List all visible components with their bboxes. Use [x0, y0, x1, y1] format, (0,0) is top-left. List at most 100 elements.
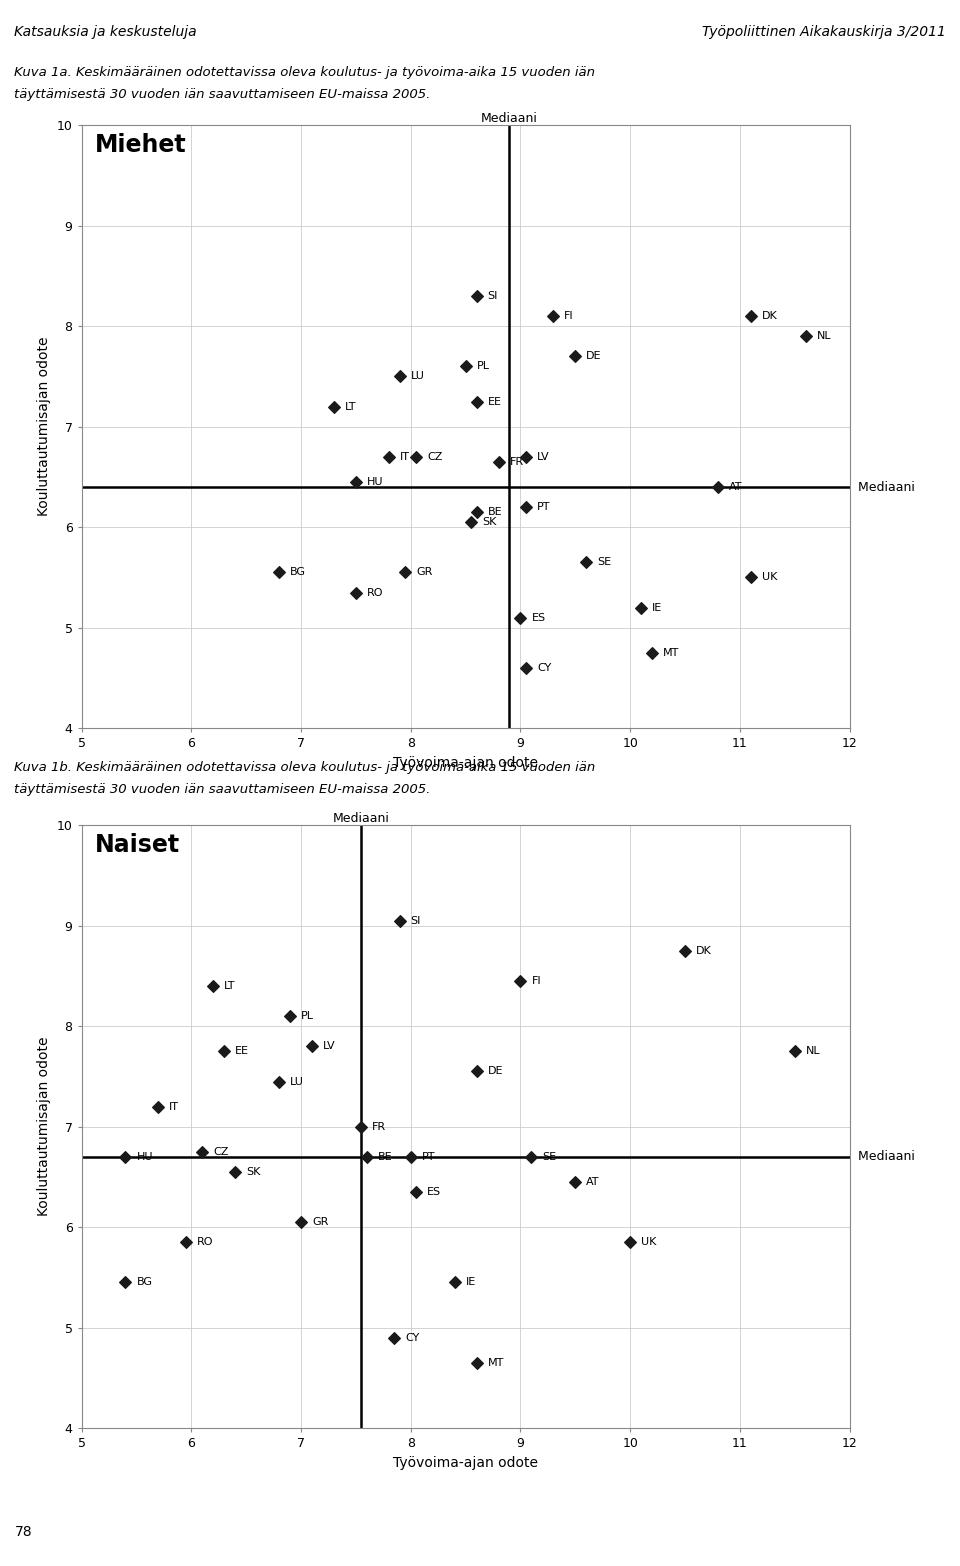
Text: UK: UK — [762, 573, 778, 583]
Text: FR: FR — [510, 457, 523, 467]
Y-axis label: Kouluttautumisajan odote: Kouluttautumisajan odote — [37, 337, 51, 517]
Text: BG: BG — [136, 1278, 153, 1287]
Text: täyttämisestä 30 vuoden iän saavuttamiseen EU-maissa 2005.: täyttämisestä 30 vuoden iän saavuttamise… — [14, 783, 431, 796]
Point — [118, 1270, 133, 1295]
Text: RO: RO — [367, 587, 383, 598]
Text: Mediaani: Mediaani — [850, 1151, 915, 1164]
Text: BG: BG — [290, 567, 306, 578]
Point — [468, 283, 484, 309]
Text: UK: UK — [641, 1237, 657, 1247]
Text: EE: EE — [488, 396, 501, 407]
Point — [179, 1229, 194, 1254]
Text: HU: HU — [136, 1153, 153, 1162]
Point — [634, 595, 649, 620]
Point — [392, 363, 407, 388]
Text: PL: PL — [476, 362, 490, 371]
Text: MT: MT — [488, 1358, 504, 1367]
Point — [282, 1004, 298, 1029]
Point — [710, 474, 726, 500]
Point — [397, 561, 413, 586]
Point — [359, 1145, 374, 1170]
Text: PT: PT — [537, 503, 550, 512]
Text: Kuva 1a. Keskimääräinen odotettavissa oleva koulutus- ja työvoima-aika 15 vuoden: Kuva 1a. Keskimääräinen odotettavissa ol… — [14, 66, 595, 78]
Text: SK: SK — [246, 1167, 260, 1178]
Point — [151, 1095, 166, 1120]
Point — [348, 470, 364, 495]
Text: BE: BE — [378, 1153, 393, 1162]
Text: SI: SI — [488, 291, 498, 301]
Point — [228, 1159, 243, 1184]
Text: NL: NL — [805, 1046, 821, 1057]
Point — [118, 1145, 133, 1170]
Text: FR: FR — [372, 1121, 387, 1132]
Text: DK: DK — [696, 946, 711, 955]
Text: MT: MT — [663, 648, 680, 658]
X-axis label: Työvoima-ajan odote: Työvoima-ajan odote — [393, 756, 539, 770]
Point — [326, 395, 342, 420]
Point — [348, 579, 364, 604]
Text: ES: ES — [427, 1187, 442, 1196]
Text: PT: PT — [421, 1153, 435, 1162]
Text: AT: AT — [729, 482, 742, 492]
Text: ES: ES — [532, 612, 545, 623]
Point — [468, 500, 484, 525]
Point — [743, 565, 758, 590]
Point — [491, 449, 506, 474]
Text: SE: SE — [542, 1153, 557, 1162]
Text: NL: NL — [817, 332, 831, 341]
Point — [272, 561, 287, 586]
Text: Mediaani: Mediaani — [333, 813, 390, 825]
Point — [381, 445, 396, 470]
Point — [409, 1179, 424, 1204]
Text: FI: FI — [564, 312, 574, 321]
Point — [518, 655, 534, 680]
Point — [513, 968, 528, 993]
Point — [787, 1038, 803, 1063]
Point — [458, 354, 473, 379]
X-axis label: Työvoima-ajan odote: Työvoima-ajan odote — [393, 1456, 539, 1470]
Point — [678, 938, 693, 963]
Point — [468, 388, 484, 413]
Point — [195, 1140, 210, 1165]
Text: LV: LV — [537, 453, 549, 462]
Point — [644, 640, 660, 666]
Text: HU: HU — [367, 478, 383, 487]
Text: 78: 78 — [14, 1525, 32, 1539]
Text: CZ: CZ — [427, 453, 443, 462]
Text: DE: DE — [488, 1066, 503, 1076]
Point — [205, 974, 221, 999]
Y-axis label: Kouluttautumisajan odote: Kouluttautumisajan odote — [37, 1037, 51, 1217]
Text: BE: BE — [488, 507, 502, 517]
Point — [513, 604, 528, 630]
Text: SI: SI — [411, 916, 421, 926]
Text: LT: LT — [225, 980, 236, 991]
Text: AT: AT — [587, 1178, 600, 1187]
Point — [272, 1070, 287, 1095]
Point — [567, 1170, 583, 1195]
Text: täyttämisestä 30 vuoden iän saavuttamiseen EU-maissa 2005.: täyttämisestä 30 vuoden iän saavuttamise… — [14, 88, 431, 100]
Text: LT: LT — [345, 401, 356, 412]
Text: CY: CY — [405, 1333, 420, 1342]
Text: Työpoliittinen Aikakauskirja 3/2011: Työpoliittinen Aikakauskirja 3/2011 — [702, 25, 946, 39]
Text: CY: CY — [537, 662, 551, 673]
Text: DE: DE — [587, 351, 602, 362]
Point — [468, 1350, 484, 1375]
Point — [447, 1270, 463, 1295]
Point — [622, 1229, 637, 1254]
Text: LU: LU — [290, 1076, 304, 1087]
Text: EE: EE — [235, 1046, 250, 1057]
Text: Kuva 1b. Keskimääräinen odotettavissa oleva koulutus- ja työvoima-aika 15 vuoden: Kuva 1b. Keskimääräinen odotettavissa ol… — [14, 761, 595, 774]
Text: CZ: CZ — [213, 1146, 228, 1157]
Text: DK: DK — [762, 312, 778, 321]
Point — [409, 445, 424, 470]
Text: GR: GR — [417, 567, 433, 578]
Point — [518, 445, 534, 470]
Text: SE: SE — [597, 557, 612, 567]
Text: LV: LV — [323, 1041, 336, 1051]
Text: IT: IT — [399, 453, 410, 462]
Point — [403, 1145, 419, 1170]
Text: FI: FI — [532, 976, 541, 987]
Text: GR: GR — [312, 1217, 328, 1228]
Text: Katsauksia ja keskusteluja: Katsauksia ja keskusteluja — [14, 25, 197, 39]
Point — [518, 495, 534, 520]
